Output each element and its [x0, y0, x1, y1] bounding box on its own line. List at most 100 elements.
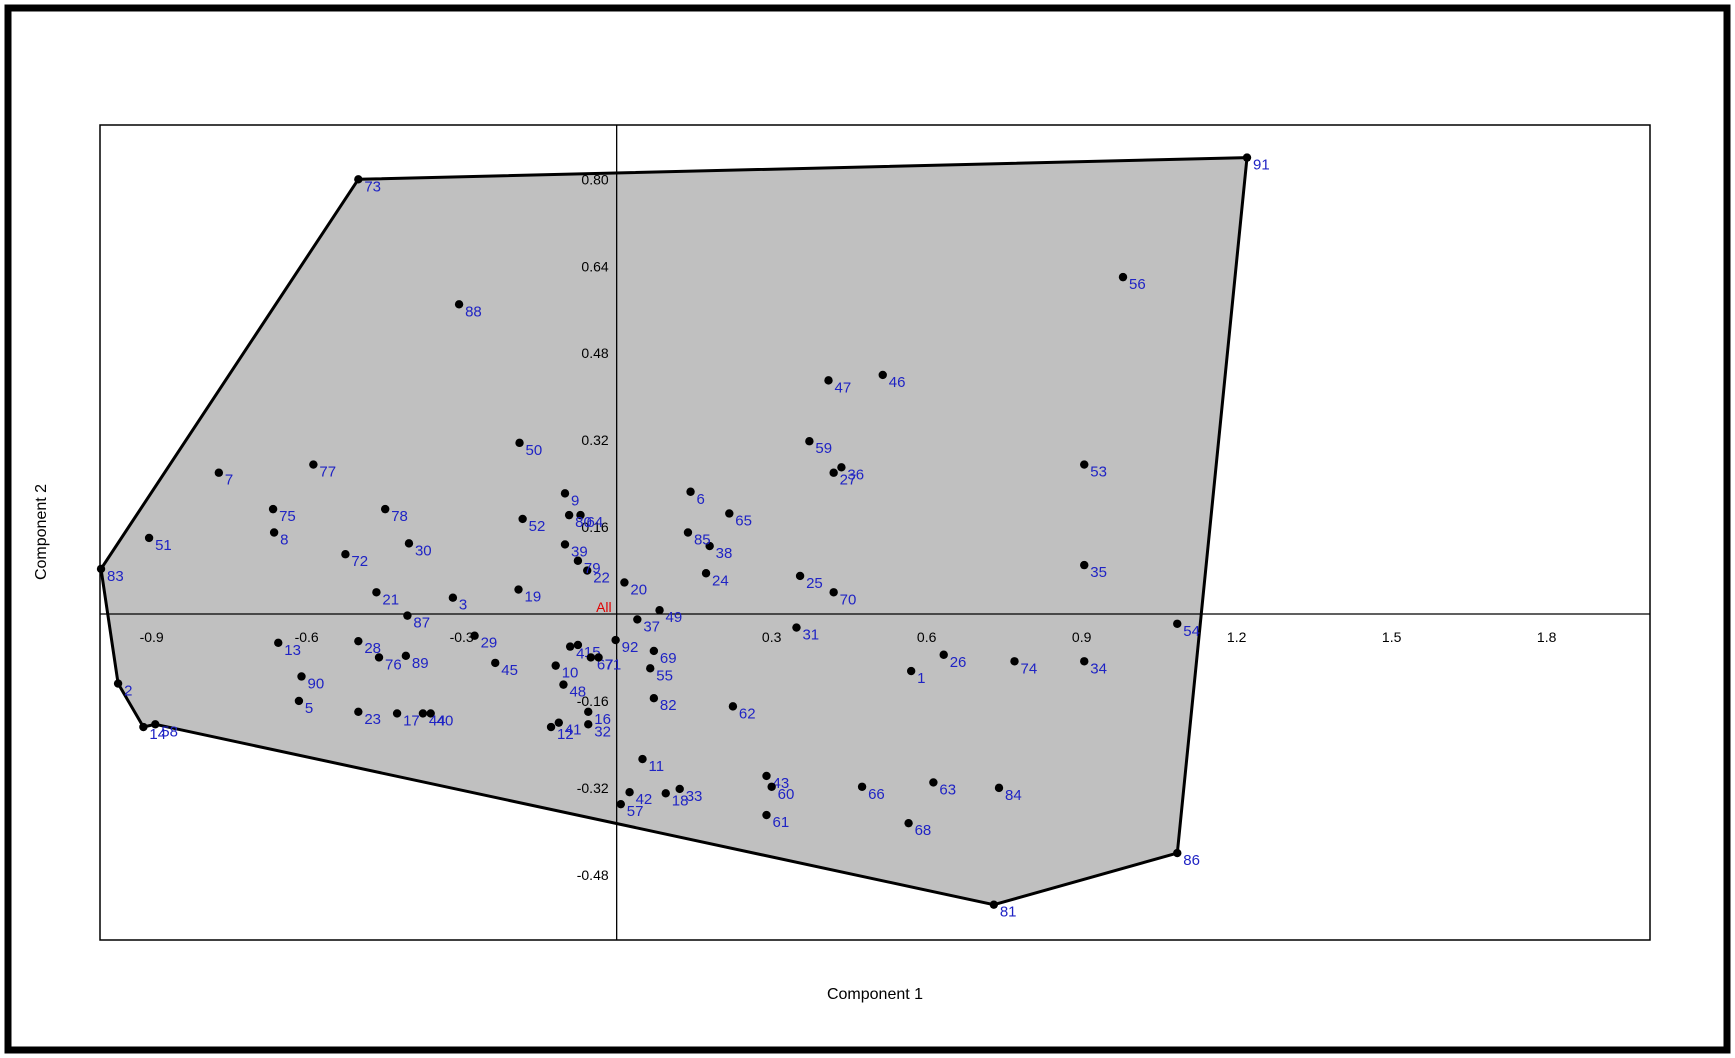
point-73	[354, 175, 363, 184]
point-91	[1242, 153, 1252, 162]
point-7	[214, 468, 224, 477]
point-53	[1080, 460, 1089, 469]
point-label-22: 22	[593, 570, 610, 587]
point-83	[96, 564, 106, 574]
point-74	[1010, 657, 1019, 666]
point-label-71: 71	[605, 656, 622, 673]
point-label-31: 31	[802, 627, 819, 644]
point-label-89: 89	[412, 655, 429, 672]
point-label-18: 18	[672, 792, 689, 809]
point-9	[560, 489, 570, 498]
point-label-74: 74	[1021, 660, 1038, 677]
point-30	[404, 539, 414, 548]
point-85	[683, 528, 693, 537]
point-label-10: 10	[562, 665, 579, 682]
point-label-92: 92	[622, 639, 639, 656]
point-label-49: 49	[666, 609, 683, 626]
x-tick-label: 0.3	[762, 629, 782, 645]
point-14	[139, 722, 148, 732]
point-64	[576, 510, 585, 520]
point-5	[294, 696, 304, 706]
point-label-26: 26	[950, 654, 967, 671]
point-label-28: 28	[364, 640, 381, 657]
point-76	[374, 653, 384, 662]
point-label-12: 12	[557, 726, 574, 743]
point-16	[584, 707, 593, 716]
point-label-78: 78	[391, 508, 408, 525]
point-label-37: 37	[643, 618, 660, 635]
point-26	[939, 650, 948, 659]
point-92	[611, 635, 620, 645]
point-45	[491, 658, 500, 668]
point-label-85: 85	[694, 532, 711, 549]
point-71	[594, 653, 603, 662]
point-label-62: 62	[739, 705, 756, 722]
point-20	[620, 578, 629, 587]
point-label-87: 87	[413, 615, 430, 632]
point-label-5: 5	[305, 700, 313, 717]
point-62	[728, 702, 738, 711]
point-label-64: 64	[587, 514, 604, 531]
point-label-20: 20	[630, 581, 647, 598]
point-38	[705, 541, 714, 551]
point-label-55: 55	[656, 667, 673, 684]
point-label-27: 27	[840, 472, 857, 489]
point-6	[686, 487, 695, 496]
x-tick-label: 1.8	[1537, 629, 1557, 645]
point-label-34: 34	[1090, 660, 1107, 677]
point-34	[1080, 657, 1089, 666]
point-65	[725, 509, 734, 518]
point-84	[994, 783, 1004, 793]
point-label-39: 39	[571, 543, 588, 560]
point-54	[1173, 619, 1182, 628]
point-47	[824, 376, 833, 385]
point-81	[989, 900, 999, 909]
point-19	[514, 585, 523, 594]
point-label-82: 82	[660, 697, 677, 714]
point-44	[418, 709, 428, 718]
point-35	[1080, 560, 1089, 570]
x-tick-label: -0.3	[450, 629, 474, 645]
point-label-54: 54	[1183, 623, 1200, 640]
point-label-76: 76	[385, 656, 402, 673]
point-49	[655, 605, 664, 615]
point-68	[904, 818, 913, 828]
point-50	[515, 438, 524, 448]
point-label-38: 38	[716, 545, 733, 562]
point-label-6: 6	[697, 491, 705, 508]
y-tick-label: -0.32	[577, 780, 609, 796]
point-label-17: 17	[403, 712, 420, 729]
point-57	[616, 799, 625, 809]
x-tick-label: 0.6	[917, 629, 937, 645]
point-28	[354, 636, 363, 646]
point-label-72: 72	[351, 553, 368, 570]
point-88	[454, 300, 464, 309]
point-3	[448, 593, 458, 602]
point-36	[837, 463, 846, 472]
point-label-46: 46	[889, 374, 906, 391]
point-33	[675, 784, 684, 794]
point-label-19: 19	[525, 589, 542, 606]
point-72	[341, 550, 350, 559]
point-label-69: 69	[660, 650, 677, 667]
point-label-2: 2	[124, 683, 132, 700]
point-58	[151, 720, 160, 729]
point-label-83: 83	[107, 568, 124, 585]
point-label-80: 80	[575, 514, 592, 531]
point-56	[1118, 272, 1128, 282]
point-1	[906, 666, 916, 676]
point-15	[573, 640, 583, 650]
point-63	[929, 778, 938, 787]
point-label-77: 77	[319, 464, 336, 481]
point-label-7: 7	[225, 472, 233, 489]
point-label-3: 3	[459, 597, 467, 614]
point-label-53: 53	[1090, 464, 1107, 481]
point-label-42: 42	[636, 791, 653, 808]
point-23	[354, 707, 363, 716]
point-label-68: 68	[915, 822, 932, 839]
point-label-47: 47	[835, 379, 852, 396]
point-label-24: 24	[712, 572, 729, 589]
point-label-11: 11	[649, 758, 665, 775]
point-label-9: 9	[571, 492, 579, 509]
